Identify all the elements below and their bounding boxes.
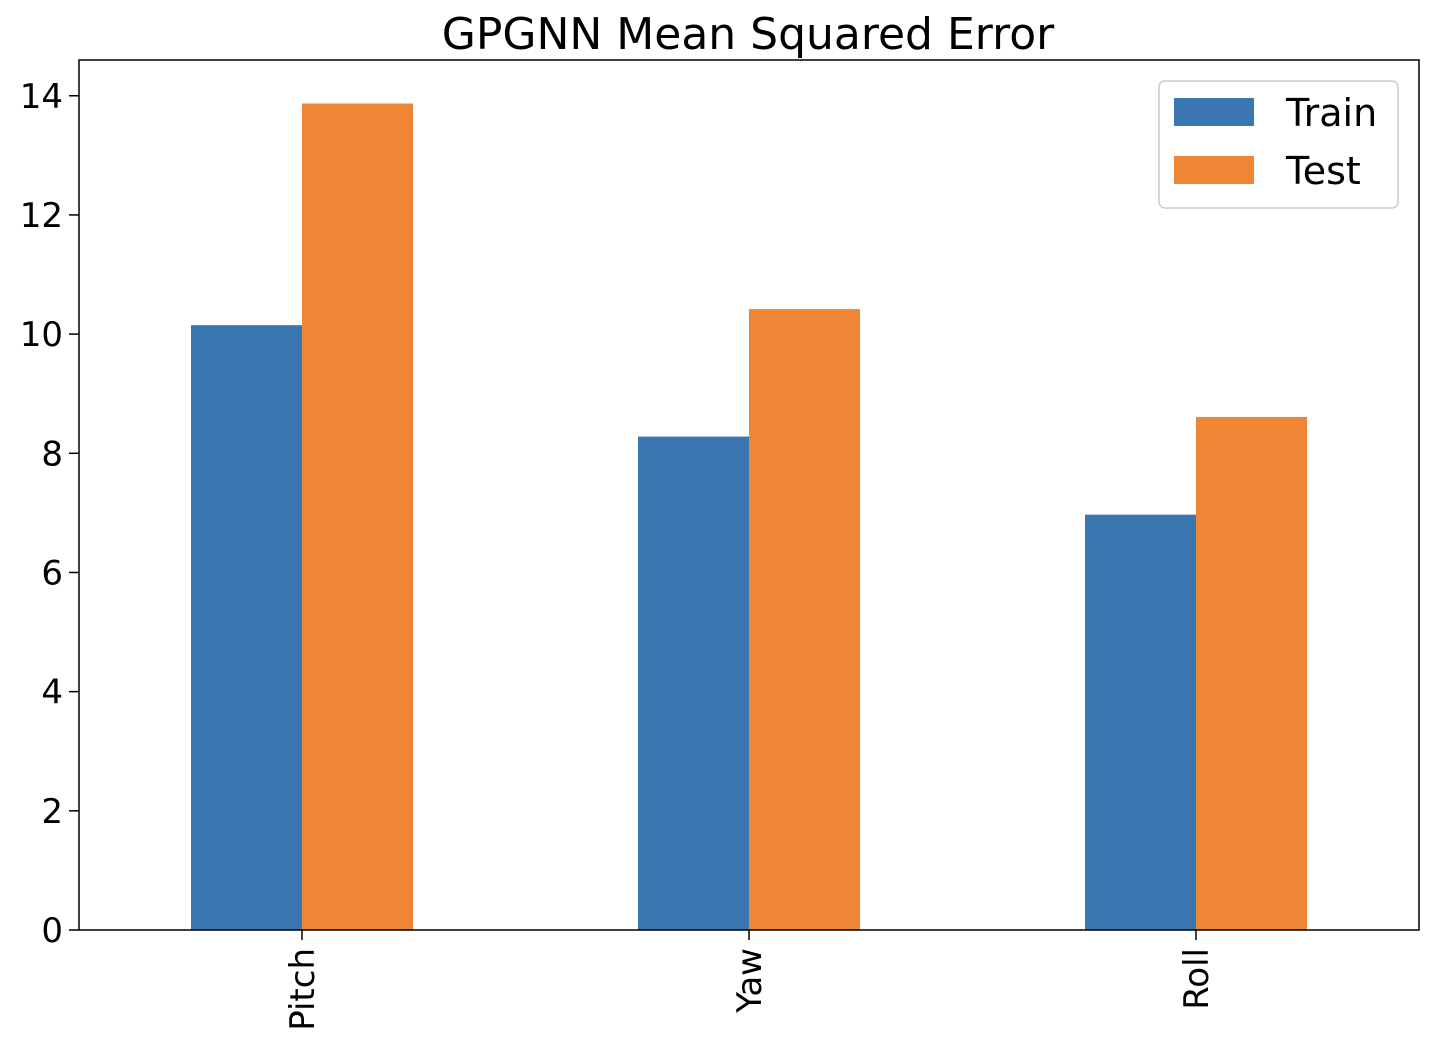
bars [191,103,1307,931]
x-tick-label-pitch: Pitch [283,948,323,1031]
bar-test-pitch [302,103,413,930]
chart-title: GPGNN Mean Squared Error [442,9,1055,60]
y-tick-label: 14 [20,77,63,117]
y-tick-label: 0 [41,911,63,951]
y-axis: 0 2 4 6 8 10 12 14 [20,77,79,951]
plot-frame [78,59,1420,931]
y-tick-label: 10 [20,315,63,355]
y-tick-label: 4 [41,673,63,713]
legend-swatch-train [1174,98,1254,126]
y-tick-label: 8 [41,434,63,474]
x-tick-label-roll: Roll [1177,948,1217,1010]
y-tick-label: 6 [41,553,63,593]
legend: Train Test [1158,80,1399,209]
legend-label-test: Test [1285,149,1361,193]
legend-label-train: Train [1285,91,1377,135]
y-tick-label: 12 [20,196,63,236]
legend-swatch-test [1174,156,1254,184]
y-tick-label: 2 [41,792,63,832]
bar-train-yaw [638,436,749,930]
x-tick-label-yaw: Yaw [730,948,770,1014]
bar-train-roll [1085,514,1196,930]
bar-test-yaw [749,309,860,931]
bar-train-pitch [191,325,302,930]
bar-test-roll [1196,416,1307,930]
x-axis: Pitch Yaw Roll [283,930,1217,1031]
